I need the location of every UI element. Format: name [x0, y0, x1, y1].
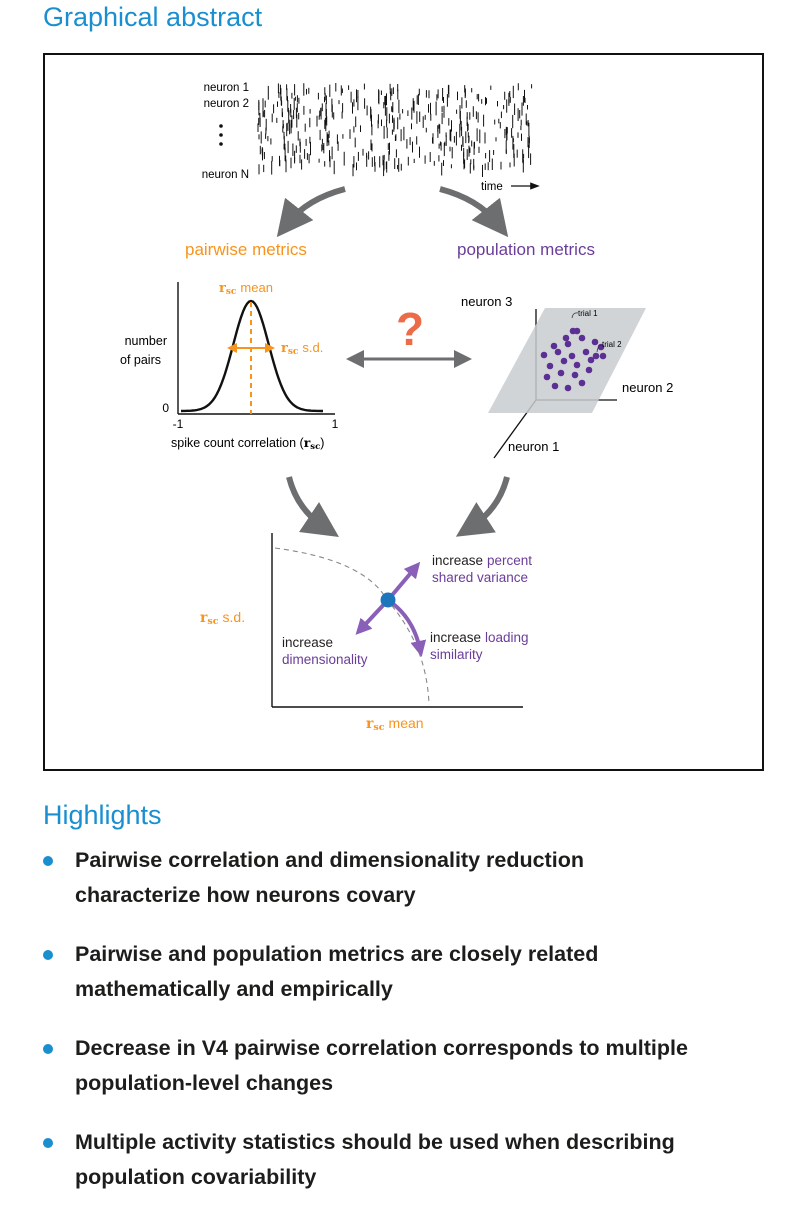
summary-ylabel: rsc s.d.: [200, 609, 245, 627]
trial-dot: [578, 334, 586, 342]
trial-dot: [546, 362, 554, 370]
hist-ylabel-line1: number: [125, 334, 167, 348]
summary-plot: rsc s.d. rsc mean increase percent shared v…: [200, 533, 532, 733]
trial-dot: [587, 356, 595, 364]
neuron2-axis-label: neuron 2: [622, 380, 673, 395]
arrow-to-pairwise: [276, 186, 346, 238]
trial-dot: [557, 369, 565, 377]
hist-gaussian-curve: [180, 299, 323, 413]
hist-x-max: 1: [332, 417, 339, 431]
trial-dot: [568, 352, 576, 360]
current-state-dot: [380, 592, 396, 608]
bullet-icon: [43, 950, 53, 960]
raster-neuronN-label: neuron N: [202, 169, 249, 181]
arrow-population-to-bottom: [455, 476, 510, 537]
dimensionality-line1: increase: [282, 635, 333, 650]
pairwise-metrics-label: pairwise metrics: [185, 240, 307, 259]
trial-dot: [551, 382, 559, 390]
highlight-line2: population-level changes: [75, 1071, 334, 1095]
highlight-line1: Pairwise and population metrics are clos…: [75, 942, 599, 966]
highlight-item: Pairwise and population metrics are clos…: [43, 937, 763, 1007]
trial-dot: [540, 351, 548, 359]
ellipsis-dot: [219, 124, 223, 128]
percent-shared-line1: increase percent: [432, 553, 532, 568]
time-axis-label: time: [481, 181, 503, 193]
neuron3-axis-label: neuron 3: [461, 294, 512, 309]
trial1-label: trial 1: [578, 309, 598, 318]
dimensionality-line2: dimensionality: [282, 652, 368, 667]
highlight-line1: Multiple activity statistics should be u…: [75, 1130, 675, 1154]
question-mark: ?: [396, 303, 424, 355]
highlight-item: Pairwise correlation and dimensionality …: [43, 843, 763, 913]
trial-dot: [592, 352, 600, 360]
percent-shared-line2: shared variance: [432, 570, 528, 585]
ellipsis-dot: [219, 142, 223, 146]
ellipsis-dot: [219, 133, 223, 137]
loading-line1: increase loading: [430, 630, 529, 645]
trial2-pointer: [596, 344, 603, 353]
graphical-abstract-title: Graphical abstract: [43, 2, 263, 32]
trial-dot: [597, 343, 605, 351]
trial-dot: [571, 371, 579, 379]
graphical-abstract-figure: neuron 1 neuron 2 neuron N time pairwise…: [43, 53, 764, 771]
summary-xlabel: rsc mean: [366, 715, 424, 733]
trial-dot: [573, 361, 581, 369]
hist-xlabel: spike count correlation (rsc): [171, 435, 324, 452]
trial-dot: [591, 338, 599, 346]
bullet-icon: [43, 1044, 53, 1054]
hist-ylabel-line2: of pairs: [120, 353, 161, 367]
rsc-mean-label: rsc mean: [219, 280, 273, 297]
raster-neuron1-label: neuron 1: [204, 82, 249, 94]
highlight-line2: characterize how neurons covary: [75, 883, 416, 907]
trial-dot: [578, 379, 586, 387]
graphical-abstract-svg: neuron 1 neuron 2 neuron N time pairwise…: [120, 82, 673, 733]
hist-y-zero: 0: [162, 401, 169, 415]
trial-dot: [585, 366, 593, 374]
trial-dots: [540, 327, 607, 392]
trial1-pointer: [571, 312, 579, 319]
population-3d-scatter: neuron 3 neuron 2 neuron 1 trial 1 trial…: [461, 294, 673, 459]
trial-dot: [573, 327, 581, 335]
summary-dashed-curve: [274, 547, 430, 706]
trial2-label: trial 2: [602, 340, 622, 349]
highlights-title: Highlights: [43, 800, 162, 830]
raster-neuron2-label: neuron 2: [204, 98, 249, 110]
arrow-pairwise-to-bottom: [286, 476, 339, 537]
arrow-to-population: [439, 186, 509, 238]
bullet-icon: [43, 1138, 53, 1148]
highlight-item: Decrease in V4 pairwise correlation corr…: [43, 1031, 763, 1101]
bullet-icon: [43, 856, 53, 866]
spike-raster: neuron 1 neuron 2 neuron N time: [202, 82, 540, 193]
loading-line2: similarity: [430, 647, 483, 662]
trial-dot: [554, 348, 562, 356]
highlight-line1: Decrease in V4 pairwise correlation corr…: [75, 1036, 688, 1060]
raster-spikes: [257, 83, 533, 177]
highlight-item: Multiple activity statistics should be u…: [43, 1125, 763, 1195]
trial-dot: [564, 340, 572, 348]
trial-dot: [543, 373, 551, 381]
population-metrics-label: population metrics: [457, 240, 595, 259]
trial-dot: [599, 352, 607, 360]
highlight-line1: Pairwise correlation and dimensionality …: [75, 848, 584, 872]
trial-dot: [550, 342, 558, 350]
trial-dot: [582, 348, 590, 356]
highlights-list: Pairwise correlation and dimensionality …: [43, 843, 763, 1219]
neuron1-axis-label: neuron 1: [508, 439, 559, 454]
highlight-line2: mathematically and empirically: [75, 977, 393, 1001]
rsc-sd-label: rsc s.d.: [281, 340, 323, 357]
hist-x-min: -1: [173, 417, 184, 431]
rsc-histogram: rsc mean rsc s.d. number of pairs 0 -1 1 s…: [120, 280, 339, 452]
trial-dot: [564, 384, 572, 392]
trial-dot: [562, 334, 570, 342]
highlight-line2: population covariability: [75, 1165, 317, 1189]
trial-dot: [560, 357, 568, 365]
